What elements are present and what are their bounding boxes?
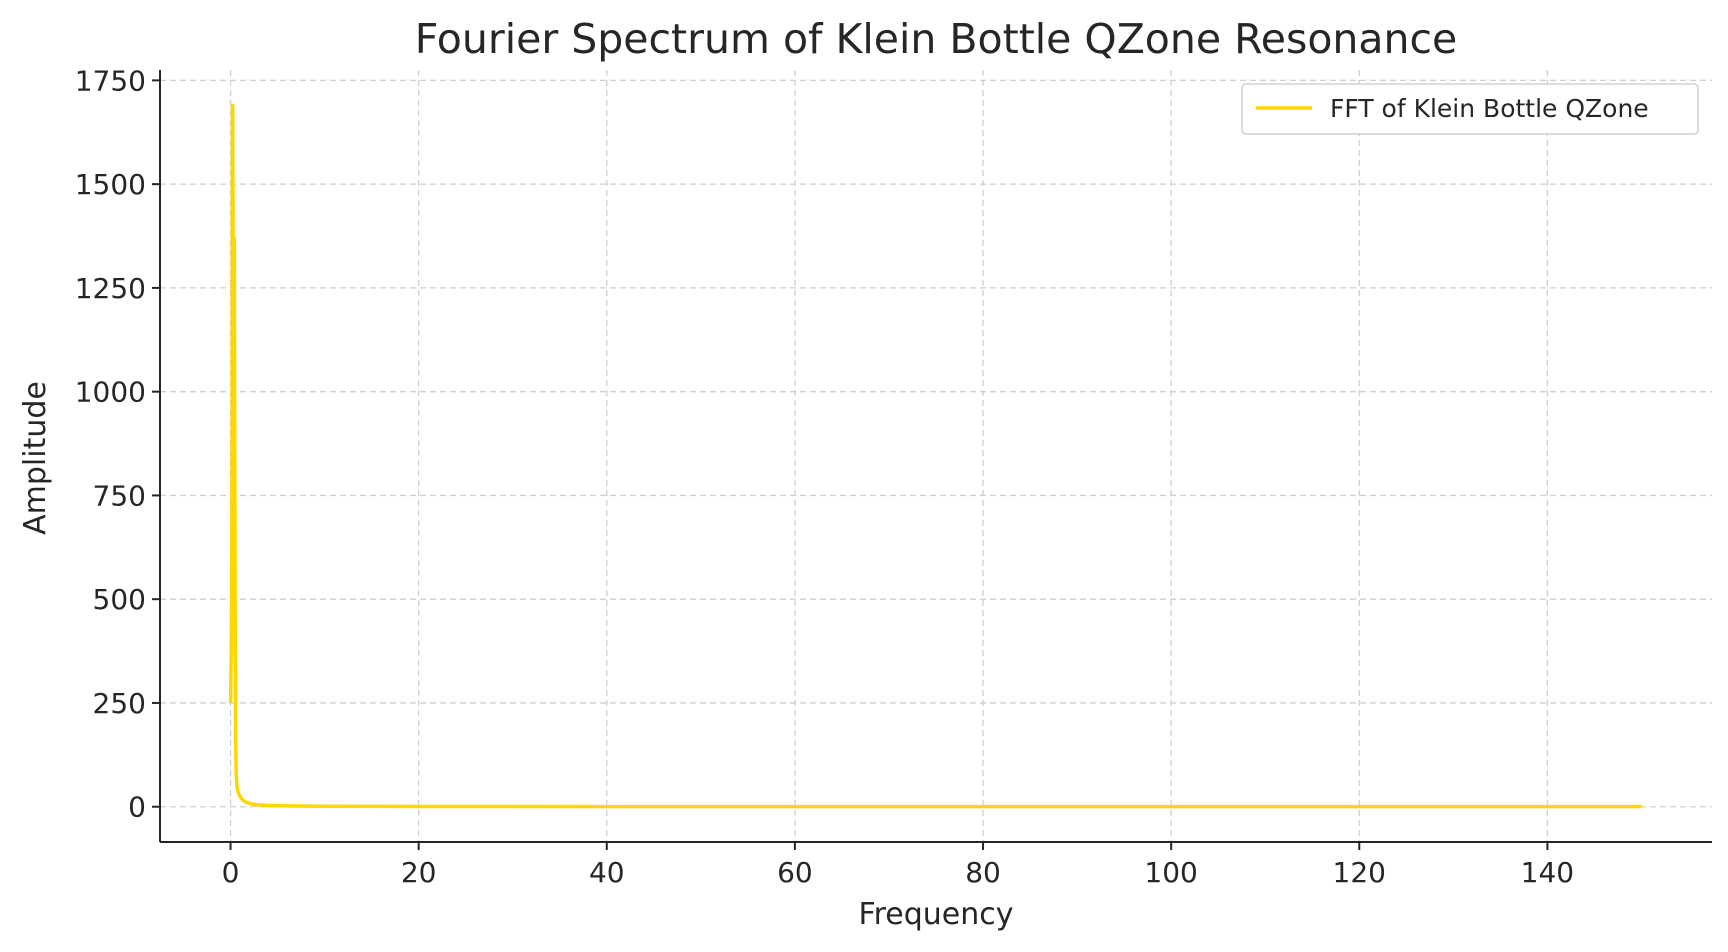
x-axis-label: Frequency — [859, 897, 1014, 932]
legend-box — [1241, 83, 1699, 135]
x-tick-label: 120 — [1333, 856, 1386, 889]
y-tick-label: 500 — [93, 583, 146, 616]
x-tick-label: 0 — [222, 856, 240, 889]
legend: FFT of Klein Bottle QZone — [1241, 83, 1699, 135]
y-tick-label: 250 — [93, 687, 146, 720]
legend-entry-label: FFT of Klein Bottle QZone — [1330, 94, 1649, 123]
axes-layer: 0 20 40 60 80 100 120 140 0 250 500 750 1000 1250 1500… — [75, 64, 1712, 889]
y-axis-label: Amplitude — [18, 381, 53, 535]
y-tick-label: 1500 — [75, 168, 146, 201]
x-tick-label: 100 — [1144, 856, 1197, 889]
y-tick-label: 750 — [93, 479, 146, 512]
plot-layer — [228, 103, 1642, 809]
y-tick-label: 1000 — [75, 376, 146, 409]
x-tick-label: 60 — [777, 856, 813, 889]
x-tick-label: 80 — [965, 856, 1001, 889]
x-tick-label: 20 — [401, 856, 437, 889]
x-tick-label: 140 — [1521, 856, 1574, 889]
series-line — [228, 103, 1642, 809]
y-tick-label: 1250 — [75, 272, 146, 305]
x-tick-label: 40 — [589, 856, 625, 889]
chart-title: Fourier Spectrum of Klein Bottle QZone R… — [415, 15, 1458, 63]
grid-layer — [160, 70, 1712, 842]
y-tick-label: 1750 — [75, 64, 146, 97]
y-tick-label: 0 — [128, 791, 146, 824]
